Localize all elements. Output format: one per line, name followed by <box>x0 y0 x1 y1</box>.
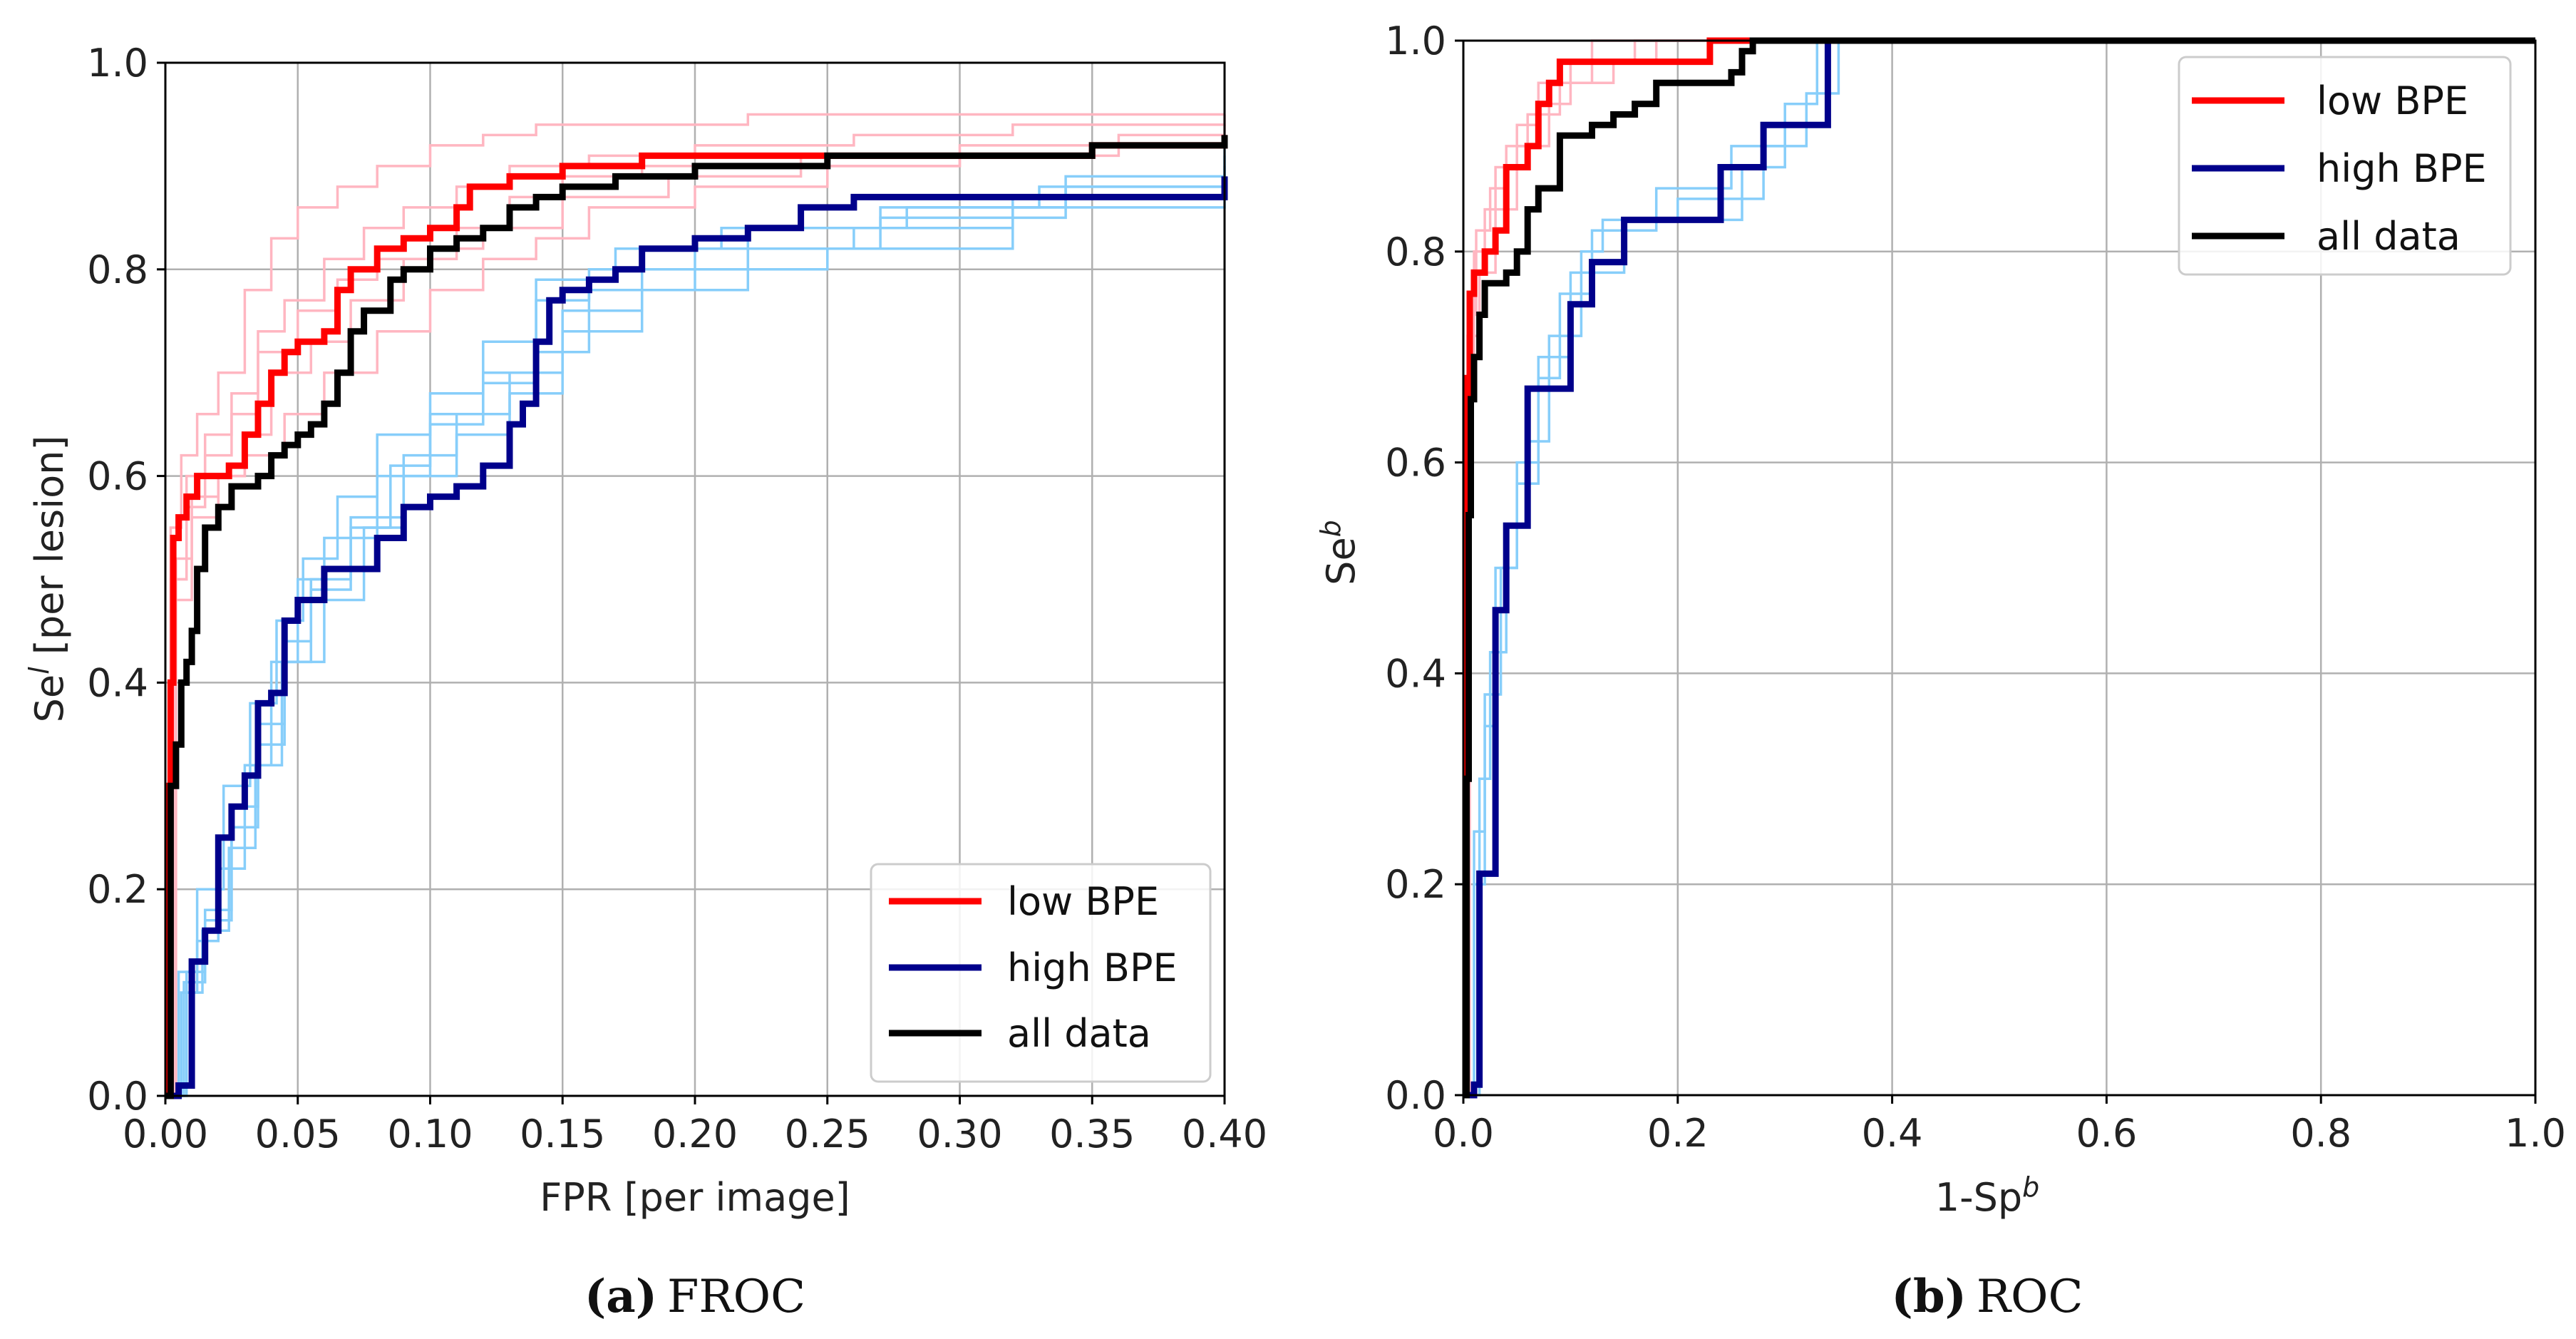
x-tick-label: 1.0 <box>2505 1111 2566 1156</box>
roc-high-bpe-fold-3-curve <box>1463 39 2535 1097</box>
roc-legend-label-all: all data <box>2317 214 2461 259</box>
froc-low-bpe-curve <box>165 135 1228 1099</box>
froc-legend-label-low: low BPE <box>1007 879 1159 924</box>
roc-y-label-sup: b <box>1315 520 1346 537</box>
froc-legend-box <box>870 863 1212 1083</box>
y-tick-label: 0.6 <box>87 454 148 499</box>
x-tick-label: 0.25 <box>785 1112 870 1156</box>
froc-x-tick-labels: 0.00 0.05 0.10 0.15 0.20 0.25 0.30 0.35 0.40 <box>123 1096 1267 1156</box>
x-tick-label: 0.30 <box>917 1112 1002 1156</box>
froc-low-bpe-fold-3-curve <box>165 113 1225 1097</box>
froc-main-curves <box>165 135 1228 1099</box>
x-tick-label: 0.05 <box>255 1112 341 1156</box>
y-tick-label: 0.2 <box>1385 862 1446 907</box>
y-tick-label: 0.8 <box>87 247 148 292</box>
y-tick-label: 0.4 <box>87 660 148 705</box>
roc-panel: 0.0 0.2 0.4 0.6 0.8 1.0 0.0 0.2 0.4 0.6 0.8 1.0 1-… <box>1315 19 2566 1323</box>
froc-y-label-rest: [per lesion] <box>27 436 72 667</box>
roc-legend-label-low: low BPE <box>2317 78 2468 123</box>
y-tick-label: 0.0 <box>87 1074 148 1119</box>
y-tick-label: 0.2 <box>87 867 148 912</box>
froc-caption-text: FROC <box>667 1271 805 1323</box>
roc-caption-letter: (b) <box>1892 1270 1967 1323</box>
x-tick-label: 0.4 <box>1862 1111 1923 1156</box>
froc-y-label-main: Se <box>27 674 72 723</box>
y-tick-label: 0.4 <box>1385 651 1446 696</box>
roc-x-label-main: 1-Sp <box>1935 1175 2022 1220</box>
x-tick-label: 0.10 <box>387 1112 473 1156</box>
froc-high-bpe-fold-3-curve <box>165 165 1226 1097</box>
roc-plot-frame <box>1462 39 2537 1097</box>
froc-y-label-sup: l <box>24 667 55 674</box>
froc-legend: low BPE high BPE all data <box>870 863 1212 1083</box>
roc-y-tick-labels: 0.0 0.2 0.4 0.6 0.8 1.0 <box>1385 19 1463 1118</box>
roc-x-axis-label: 1-Spb <box>1935 1171 2040 1220</box>
froc-y-axis-label: Sel [per lesion] <box>24 436 72 723</box>
froc-all-data-curve <box>165 135 1228 1099</box>
x-tick-label: 0.20 <box>652 1112 738 1156</box>
roc-main-curves <box>1462 37 2535 1099</box>
y-tick-label: 1.0 <box>87 41 148 86</box>
froc-x-axis-label: FPR [per image] <box>540 1175 850 1220</box>
roc-high-bpe-curve <box>1463 37 2535 1099</box>
x-tick-label: 0.15 <box>520 1112 605 1156</box>
x-tick-label: 0.8 <box>2290 1111 2351 1156</box>
froc-caption-letter: (a) <box>584 1270 657 1323</box>
froc-high-bpe-curve <box>165 176 1228 1099</box>
froc-high-bpe-fold-5-curve <box>165 186 1226 1097</box>
froc-caption: (a) FROC <box>584 1270 805 1323</box>
x-tick-label: 0.35 <box>1049 1112 1135 1156</box>
roc-caption: (b) ROC <box>1892 1270 2083 1323</box>
roc-caption-text: ROC <box>1977 1271 2083 1323</box>
roc-low-bpe-curve <box>1462 37 2535 1099</box>
froc-panel: 0.00 0.05 0.10 0.15 0.20 0.25 0.30 0.35 0.40 0.0… <box>24 41 1267 1323</box>
x-tick-label: 0.2 <box>1647 1111 1709 1156</box>
roc-y-label-main: Se <box>1319 537 1364 585</box>
x-tick-label: 0.0 <box>1433 1111 1494 1156</box>
y-tick-label: 0.6 <box>1385 441 1446 486</box>
roc-y-axis-label: Seb <box>1315 520 1364 585</box>
y-tick-label: 1.0 <box>1385 19 1446 63</box>
x-tick-label: 0.6 <box>2076 1111 2137 1156</box>
y-tick-label: 0.0 <box>1385 1073 1446 1118</box>
roc-legend-label-high: high BPE <box>2317 146 2487 191</box>
froc-legend-label-high: high BPE <box>1007 945 1178 990</box>
roc-x-tick-labels: 0.0 0.2 0.4 0.6 0.8 1.0 <box>1433 1095 2566 1156</box>
y-tick-label: 0.8 <box>1385 230 1446 275</box>
x-tick-label: 0.00 <box>123 1112 208 1156</box>
roc-legend: low BPE high BPE all data <box>2178 56 2512 276</box>
x-tick-label: 0.40 <box>1182 1112 1267 1156</box>
froc-legend-label-all: all data <box>1007 1011 1151 1056</box>
roc-all-data-curve <box>1463 37 2535 1099</box>
froc-y-tick-labels: 0.0 0.2 0.4 0.6 0.8 1.0 <box>87 41 165 1119</box>
roc-legend-box <box>2178 56 2512 276</box>
roc-x-label-sup: b <box>2022 1171 2039 1203</box>
